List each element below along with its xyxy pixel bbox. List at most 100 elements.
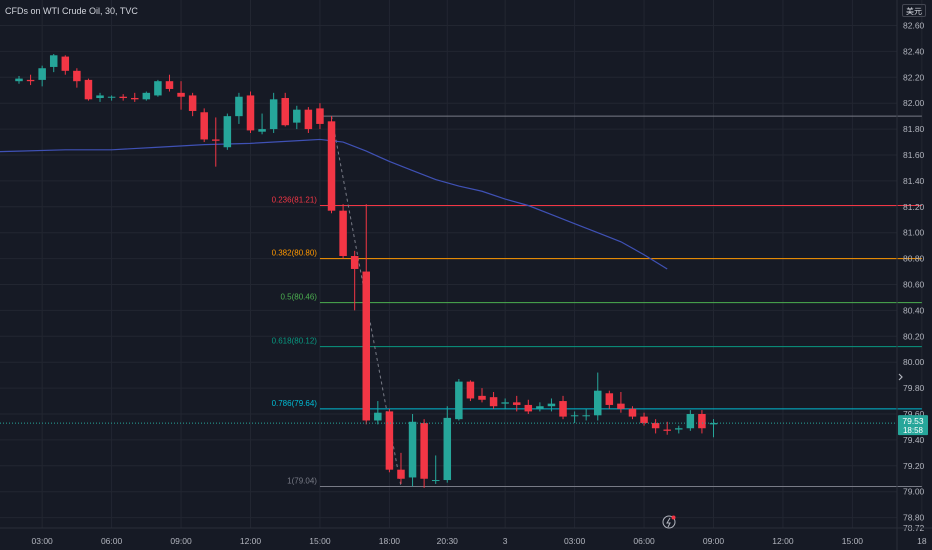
price-tick-label: 79.60 — [903, 409, 925, 419]
price-tick-label: 79.00 — [903, 487, 925, 497]
fib-level-label: 0.786(79.64) — [272, 399, 318, 408]
chart-title: CFDs on WTI Crude Oil, 30, TVC — [5, 6, 138, 16]
time-tick-label: 15:00 — [842, 536, 864, 546]
candle-body — [73, 70, 81, 82]
fib-level-label: 1(79.04) — [287, 477, 317, 486]
price-tick-label: 80.00 — [903, 357, 925, 367]
candle-body — [154, 81, 162, 96]
candle-body — [374, 412, 382, 421]
candle-body — [339, 210, 347, 257]
current-price-tag — [898, 415, 928, 436]
candle-body — [709, 423, 718, 425]
candle-body — [177, 92, 185, 97]
price-countdown: 18:58 — [903, 426, 924, 435]
candle-body — [617, 403, 625, 409]
candle-body — [605, 393, 614, 405]
price-tick-label: 82.40 — [903, 46, 925, 56]
replay-icon — [662, 515, 676, 529]
candle-body — [188, 95, 197, 111]
candle-body — [478, 395, 486, 400]
candle-body — [443, 417, 452, 481]
candle-body — [524, 404, 533, 412]
price-tick-label: 79.40 — [903, 435, 925, 445]
fib-level-label: 0.5(80.46) — [280, 293, 317, 302]
candle-body — [223, 116, 232, 148]
candle-body — [246, 95, 255, 131]
price-tick-label: 80.80 — [903, 254, 925, 264]
notification-dot — [671, 515, 676, 520]
time-axis[interactable]: 03:00 06:00 09:00 12:00 15:00 18:00 20:30 3 03:0… — [0, 527, 932, 546]
fib-level-label: 0.236(81.21) — [272, 196, 318, 205]
candle-body — [420, 423, 428, 479]
time-tick-label: 03:00 — [32, 536, 54, 546]
candle-body — [536, 406, 544, 409]
time-tick-label: 06:00 — [101, 536, 123, 546]
candle-body — [293, 109, 301, 123]
price-tick-label: 80.40 — [903, 305, 925, 315]
candle-body — [84, 79, 93, 100]
candle-body — [235, 96, 243, 117]
candle-body — [327, 121, 336, 211]
candle-body — [49, 55, 58, 67]
fib-level-label: 0.618(80.12) — [272, 337, 318, 346]
candle-body — [26, 79, 35, 82]
price-tick-label: 80.60 — [903, 280, 925, 290]
candle-body — [316, 108, 324, 124]
price-tick-label: 81.00 — [903, 228, 925, 238]
candle-body — [651, 423, 660, 429]
moving-average-line — [0, 138, 668, 270]
candle-body — [675, 428, 683, 430]
time-tick-label: 09:00 — [170, 536, 192, 546]
candle-body — [131, 98, 139, 100]
currency-button[interactable]: 美元 — [902, 4, 926, 17]
candle-body — [165, 81, 174, 89]
current-price-value: 79.53 — [902, 416, 924, 426]
candle-body — [281, 98, 289, 126]
candle-body — [385, 411, 394, 470]
price-tick-label: 82.20 — [903, 72, 925, 82]
price-tick-label: 81.20 — [903, 202, 925, 212]
candle-body — [15, 78, 23, 82]
candle-body — [455, 381, 463, 420]
candle-body — [582, 415, 590, 417]
time-tick-label: 18 — [917, 536, 927, 546]
price-tick-label: 82.00 — [903, 98, 925, 108]
candle-body — [269, 99, 278, 130]
candle-body — [501, 402, 509, 404]
candle-body — [408, 421, 417, 478]
candle-body — [489, 397, 498, 407]
price-tick-label: 81.40 — [903, 176, 925, 186]
candle-body — [431, 480, 440, 482]
candle-body — [512, 402, 521, 405]
time-tick-label: 06:00 — [633, 536, 655, 546]
candle-body — [628, 408, 637, 417]
price-tick-label: 78.80 — [903, 513, 925, 523]
candle-body — [119, 96, 127, 99]
candle-body — [466, 381, 475, 399]
candles — [15, 53, 718, 488]
candle-body — [594, 390, 602, 416]
time-tick-label: 09:00 — [703, 536, 725, 546]
price-tick-label: 81.60 — [903, 150, 925, 160]
candle-body — [547, 403, 556, 407]
candle-body — [686, 414, 695, 429]
candle-body — [258, 129, 266, 132]
price-tick-label: 79.80 — [903, 383, 925, 393]
lightning-icon — [666, 517, 671, 528]
candle-body — [362, 271, 370, 421]
candle-body — [142, 92, 151, 100]
candle-body — [397, 469, 405, 479]
fib-level-label: 0.382(80.80) — [272, 249, 318, 258]
price-axis[interactable]: 82.60 82.40 82.20 82.00 81.80 81.60 81.40 81.20… — [896, 0, 925, 550]
price-tick-label: 81.80 — [903, 124, 925, 134]
moving-average — [0, 138, 668, 270]
candle-body — [570, 415, 579, 417]
candle-body — [200, 112, 208, 140]
candle-body — [107, 96, 116, 98]
candle-body — [304, 109, 313, 130]
time-tick-label: 12:00 — [240, 536, 262, 546]
